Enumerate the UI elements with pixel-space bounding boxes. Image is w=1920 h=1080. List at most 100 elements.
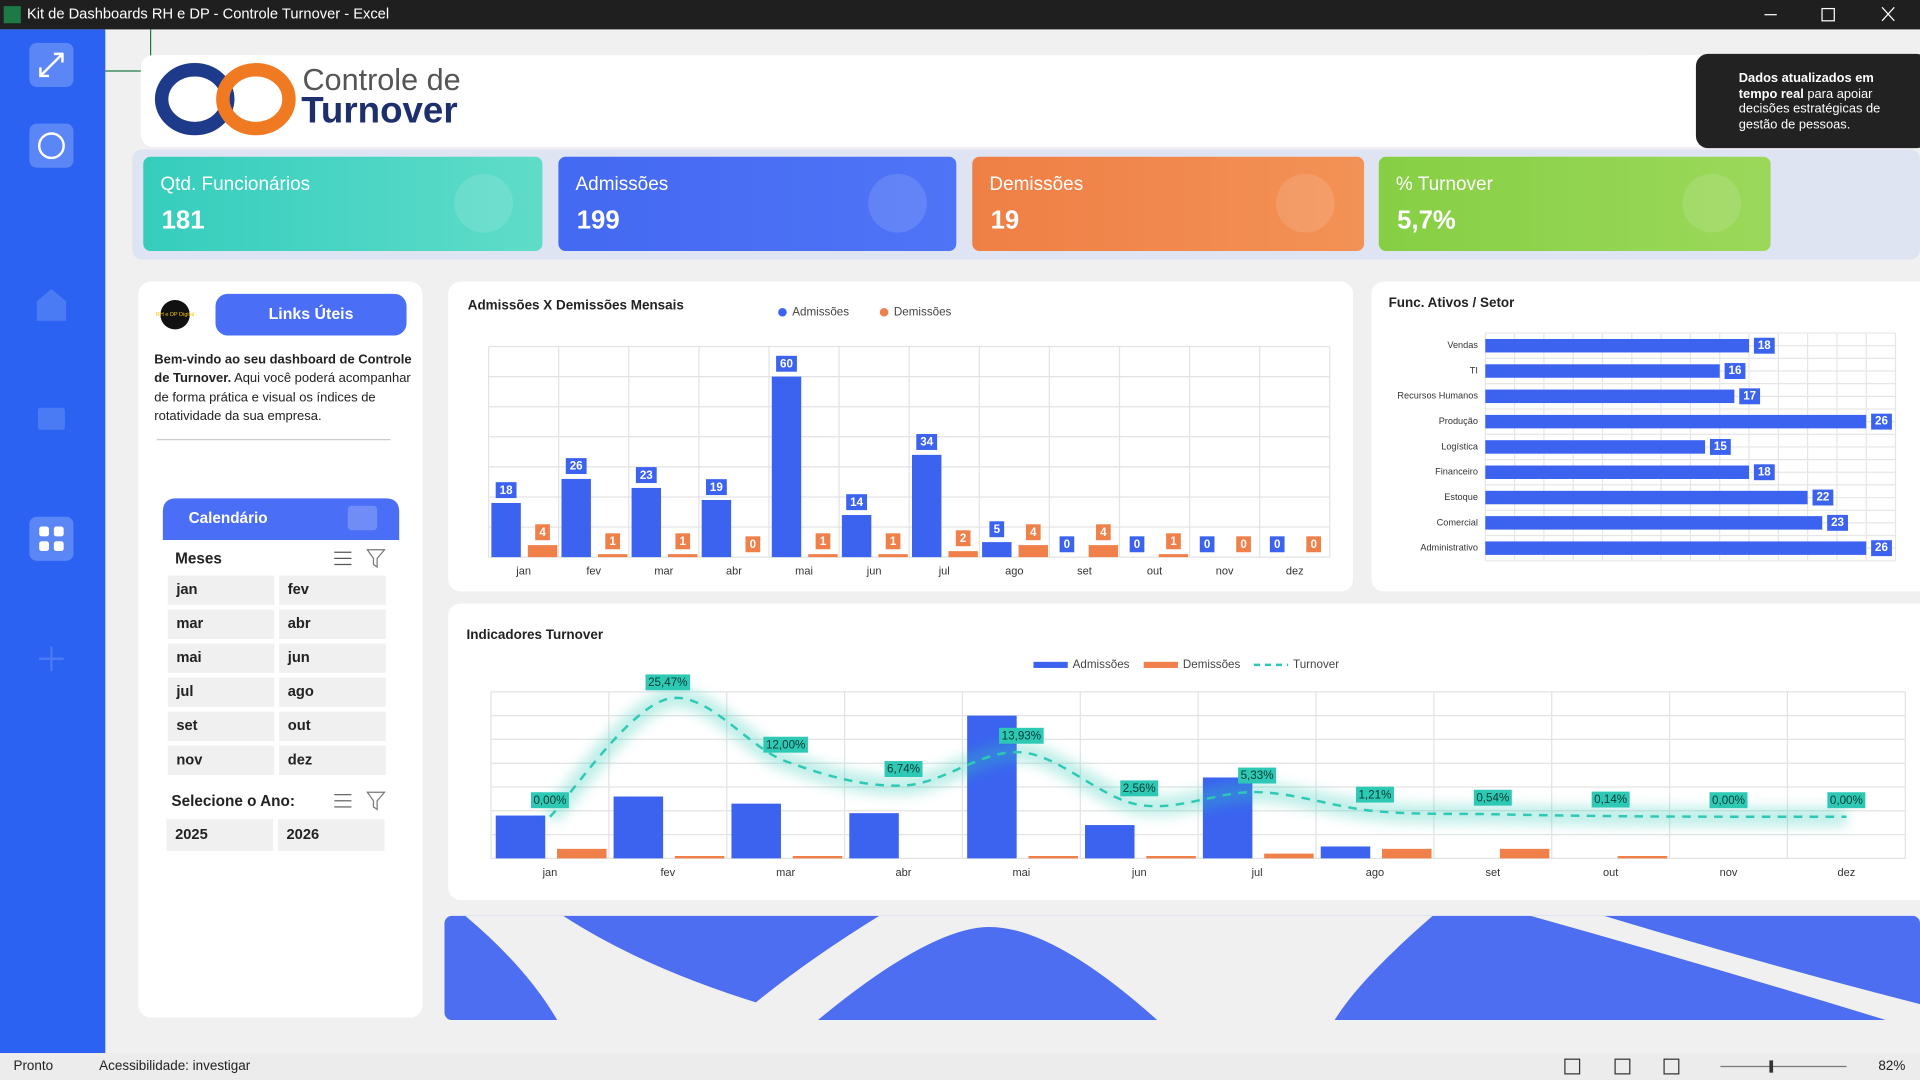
restore-button[interactable] [1821, 7, 1835, 22]
refresh-button[interactable] [29, 123, 74, 168]
month-slicer-button[interactable] [167, 575, 275, 605]
bar [1146, 855, 1196, 859]
chart-panel [448, 603, 1920, 900]
legend-label: Demissões [1183, 658, 1241, 671]
header-card [140, 55, 1721, 147]
data-label-box [1739, 388, 1761, 405]
data-label-box [1120, 780, 1159, 797]
kpi-value: 199 [577, 206, 620, 234]
data-label: 1 [890, 535, 897, 548]
y-tick-label: Logística [1441, 441, 1479, 451]
legend-swatch [778, 307, 787, 317]
kpi-value: 5,7% [1397, 206, 1456, 234]
links-button[interactable] [215, 293, 407, 336]
bar [613, 796, 664, 859]
data-label-box [846, 494, 868, 511]
y-tick-label: Estoque [1444, 492, 1478, 502]
kpi-value: 181 [162, 206, 205, 234]
data-label-box [1709, 792, 1748, 809]
data-label: 26 [1875, 415, 1888, 428]
banner-shape [1530, 915, 1920, 1020]
data-label: 0 [750, 538, 756, 551]
normal-view-button[interactable] [1564, 1058, 1581, 1075]
data-label: 0 [1204, 538, 1210, 551]
window-title: Kit de Dashboards RH e DP - Controle Tur… [27, 7, 389, 23]
zoom-level[interactable]: 82% [1878, 1058, 1905, 1073]
bar [878, 554, 908, 558]
year-label: Selecione o Ano: [171, 793, 295, 810]
clear-filter-button[interactable] [366, 791, 386, 811]
y-tick-label: Recursos Humanos [1397, 391, 1478, 401]
data-label-box [955, 530, 971, 547]
month-slicer-label: mar [176, 616, 203, 632]
page-layout-button[interactable] [1614, 1058, 1631, 1075]
month-slicer-button[interactable] [279, 575, 386, 605]
kpi-icon [454, 173, 514, 233]
y-tick-label: Financeiro [1435, 467, 1478, 477]
zoom-thumb[interactable] [1769, 1060, 1774, 1073]
bar [1499, 848, 1550, 859]
multiselect-button[interactable] [334, 794, 352, 808]
kpi-card [143, 156, 543, 252]
kpi-label: Demissões [989, 174, 1083, 195]
x-tick-label: abr [726, 566, 742, 578]
month-slicer-button[interactable] [167, 711, 275, 742]
page-break-button[interactable] [1663, 1058, 1680, 1075]
home-button[interactable] [36, 288, 67, 321]
bar [841, 515, 872, 558]
year-slicer-button[interactable] [277, 819, 385, 852]
data-label: 1 [1170, 535, 1177, 548]
month-slicer-label: fev [288, 582, 310, 598]
data-label: 1 [680, 535, 687, 548]
month-slicer-button[interactable] [167, 609, 275, 639]
folder-button[interactable] [37, 407, 65, 430]
data-label-box [1269, 536, 1285, 553]
data-label: 23 [640, 469, 653, 482]
bar [1485, 414, 1867, 429]
kpi-icon [1682, 173, 1742, 233]
bar [527, 545, 558, 558]
month-slicer-button[interactable] [279, 643, 386, 673]
months-label: Meses [175, 551, 222, 568]
year-slicer-button[interactable] [166, 819, 274, 852]
data-label: 6,74% [887, 763, 920, 776]
month-slicer-button[interactable] [279, 677, 386, 708]
multiselect-button[interactable] [334, 551, 352, 566]
legend-swatch [1033, 661, 1068, 668]
status-text: Pronto [13, 1058, 53, 1073]
data-label-box [635, 467, 657, 484]
month-slicer-button[interactable] [279, 609, 386, 639]
chart-title: Indicadores Turnover [467, 627, 604, 642]
month-slicer-button[interactable] [167, 745, 275, 776]
data-label: 0,00% [1830, 794, 1863, 807]
close-button[interactable] [1881, 6, 1895, 22]
data-label-box [763, 736, 808, 753]
month-slicer-button[interactable] [279, 711, 386, 742]
month-slicer-button[interactable] [279, 745, 386, 776]
accessibility-status[interactable]: Acessibilidade: investigar [99, 1058, 251, 1073]
bar [808, 554, 838, 558]
month-slicer-label: abr [288, 616, 311, 632]
data-label: 22 [1816, 491, 1829, 504]
month-slicer-button[interactable] [167, 677, 275, 708]
bar [1485, 465, 1750, 479]
x-tick-label: set [1485, 867, 1500, 879]
kpi-label: Admissões [576, 174, 669, 195]
calendar-icon [347, 505, 378, 531]
x-tick-label: mar [654, 566, 673, 578]
data-label: 15 [1714, 440, 1727, 453]
data-label: 26 [570, 460, 583, 473]
bar [701, 499, 732, 558]
add-button[interactable] [39, 646, 64, 672]
data-label: 19 [710, 481, 723, 494]
bar [1485, 516, 1823, 530]
apps-button[interactable] [29, 516, 74, 561]
info-rest: para apoiar decisões estratégicas de ges… [1738, 86, 1881, 132]
intro-rest: Aqui você poderá acompanhar de forma prá… [154, 371, 411, 424]
data-label: 0 [1274, 538, 1280, 551]
x-tick-label: ago [1366, 867, 1384, 879]
month-slicer-button[interactable] [167, 643, 275, 673]
bar [1158, 554, 1189, 558]
clear-filter-button[interactable] [366, 549, 386, 569]
